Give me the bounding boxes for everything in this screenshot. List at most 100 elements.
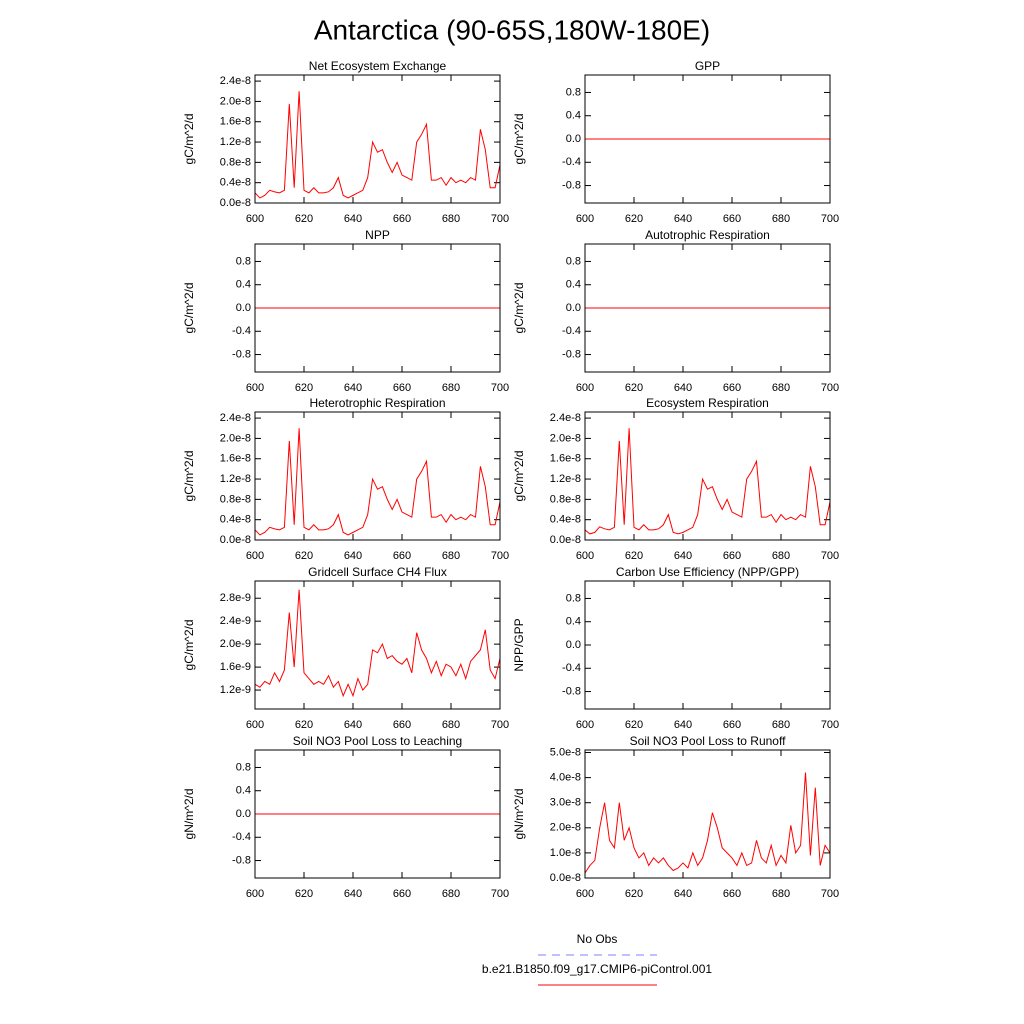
x-tick-label: 680	[772, 382, 790, 394]
x-tick-label: 620	[625, 550, 643, 562]
plot-frame	[584, 749, 831, 879]
y-tick-label: -0.8	[232, 854, 251, 866]
x-tick-label: 700	[821, 213, 839, 225]
x-tick-label: 640	[344, 550, 362, 562]
series-line	[254, 589, 501, 698]
y-tick-label: 0.4	[236, 279, 251, 291]
y-tick-label: -0.8	[562, 685, 581, 697]
x-tick-label: 680	[772, 550, 790, 562]
x-tick-label: 700	[491, 550, 509, 562]
x-tick-label: 660	[393, 213, 411, 225]
panel-title: Soil NO3 Pool Loss to Runoff	[630, 734, 787, 748]
series-line	[584, 428, 831, 535]
x-tick-label: 600	[576, 719, 594, 731]
y-tick-label: 0.8e-8	[550, 493, 581, 505]
x-tick-label: 600	[576, 382, 594, 394]
y-tick-label: 0.4e-8	[550, 514, 581, 526]
y-axis-label: gC/m^2/d	[512, 114, 526, 165]
x-tick-label: 620	[295, 888, 313, 900]
panel-title: Ecosystem Respiration	[646, 396, 769, 410]
y-tick-label: 0.8	[566, 86, 581, 98]
y-tick-label: 1.6e-8	[550, 453, 581, 465]
x-tick-label: 600	[576, 213, 594, 225]
y-tick-label: 3.0e-8	[550, 797, 581, 809]
y-tick-label: -0.4	[562, 662, 581, 674]
y-axis-label: gN/m^2/d	[512, 789, 526, 840]
y-tick-label: 2.8e-9	[220, 592, 251, 604]
y-tick-label: 0.4	[566, 279, 581, 291]
y-tick-label: 0.0	[566, 133, 581, 145]
y-tick-label: 0.0e-8	[550, 534, 581, 546]
x-tick-label: 660	[723, 719, 741, 731]
panel-title: Net Ecosystem Exchange	[309, 59, 447, 73]
plot-frame	[584, 74, 831, 204]
series-line	[254, 428, 501, 536]
x-tick-label: 660	[393, 719, 411, 731]
y-tick-label: 0.8	[236, 255, 251, 267]
y-tick-label: 0.0	[566, 302, 581, 314]
x-tick-label: 700	[821, 550, 839, 562]
x-tick-label: 680	[772, 213, 790, 225]
plot-frame	[584, 243, 831, 373]
y-tick-label: 1.2e-8	[220, 473, 251, 485]
x-tick-label: 680	[442, 719, 460, 731]
series-line	[584, 772, 831, 874]
y-tick-label: 0.4e-8	[220, 514, 251, 526]
x-tick-label: 700	[491, 719, 509, 731]
x-tick-label: 640	[344, 213, 362, 225]
plot-frame	[584, 411, 831, 541]
plot-frame	[254, 580, 501, 710]
panel-title: Gridcell Surface CH4 Flux	[308, 565, 447, 579]
x-tick-label: 700	[821, 888, 839, 900]
y-tick-label: 0.0	[236, 808, 251, 820]
y-tick-label: -0.8	[232, 348, 251, 360]
x-tick-label: 640	[674, 382, 692, 394]
y-tick-label: 0.0e-8	[220, 534, 251, 546]
y-tick-label: -0.4	[562, 325, 581, 337]
plot-frame	[584, 580, 831, 710]
x-tick-label: 620	[625, 719, 643, 731]
x-tick-label: 700	[491, 888, 509, 900]
x-tick-label: 640	[344, 382, 362, 394]
y-tick-label: 2.0e-9	[220, 638, 251, 650]
y-tick-label: 0.0	[236, 302, 251, 314]
x-tick-label: 640	[674, 888, 692, 900]
y-tick-label: 1.6e-9	[220, 661, 251, 673]
y-tick-label: -0.8	[562, 179, 581, 191]
y-tick-label: -0.4	[232, 325, 251, 337]
x-tick-label: 620	[295, 719, 313, 731]
y-tick-label: 2.0e-8	[550, 432, 581, 444]
figure-title: Antarctica (90-65S,180W-180E)	[314, 14, 710, 45]
x-tick-label: 700	[821, 719, 839, 731]
plot-frame	[254, 749, 501, 879]
y-tick-label: 0.8	[566, 255, 581, 267]
y-tick-label: 4.0e-8	[550, 772, 581, 784]
x-tick-label: 620	[625, 382, 643, 394]
x-tick-label: 620	[295, 382, 313, 394]
y-tick-label: 2.0e-8	[220, 432, 251, 444]
x-tick-label: 600	[246, 213, 264, 225]
x-tick-label: 680	[442, 550, 460, 562]
y-tick-label: 0.0	[566, 639, 581, 651]
x-tick-label: 660	[393, 382, 411, 394]
y-axis-label: gC/m^2/d	[182, 451, 196, 502]
panel-title: Autotrophic Respiration	[645, 228, 770, 242]
x-tick-label: 620	[295, 213, 313, 225]
panel-title: Carbon Use Efficiency (NPP/GPP)	[616, 565, 799, 579]
y-tick-label: 2.4e-8	[220, 75, 251, 87]
x-tick-label: 600	[246, 888, 264, 900]
y-tick-label: 0.8e-8	[220, 156, 251, 168]
x-tick-label: 700	[491, 382, 509, 394]
x-tick-label: 640	[674, 213, 692, 225]
series-line	[254, 91, 501, 199]
legend-label: No Obs	[577, 932, 618, 946]
x-tick-label: 640	[674, 550, 692, 562]
y-tick-label: 0.8	[236, 761, 251, 773]
panel-title: GPP	[695, 59, 720, 73]
x-tick-label: 680	[772, 719, 790, 731]
x-tick-label: 700	[491, 213, 509, 225]
y-tick-label: 2.4e-8	[220, 412, 251, 424]
y-tick-label: 1.2e-8	[550, 473, 581, 485]
x-tick-label: 680	[442, 213, 460, 225]
